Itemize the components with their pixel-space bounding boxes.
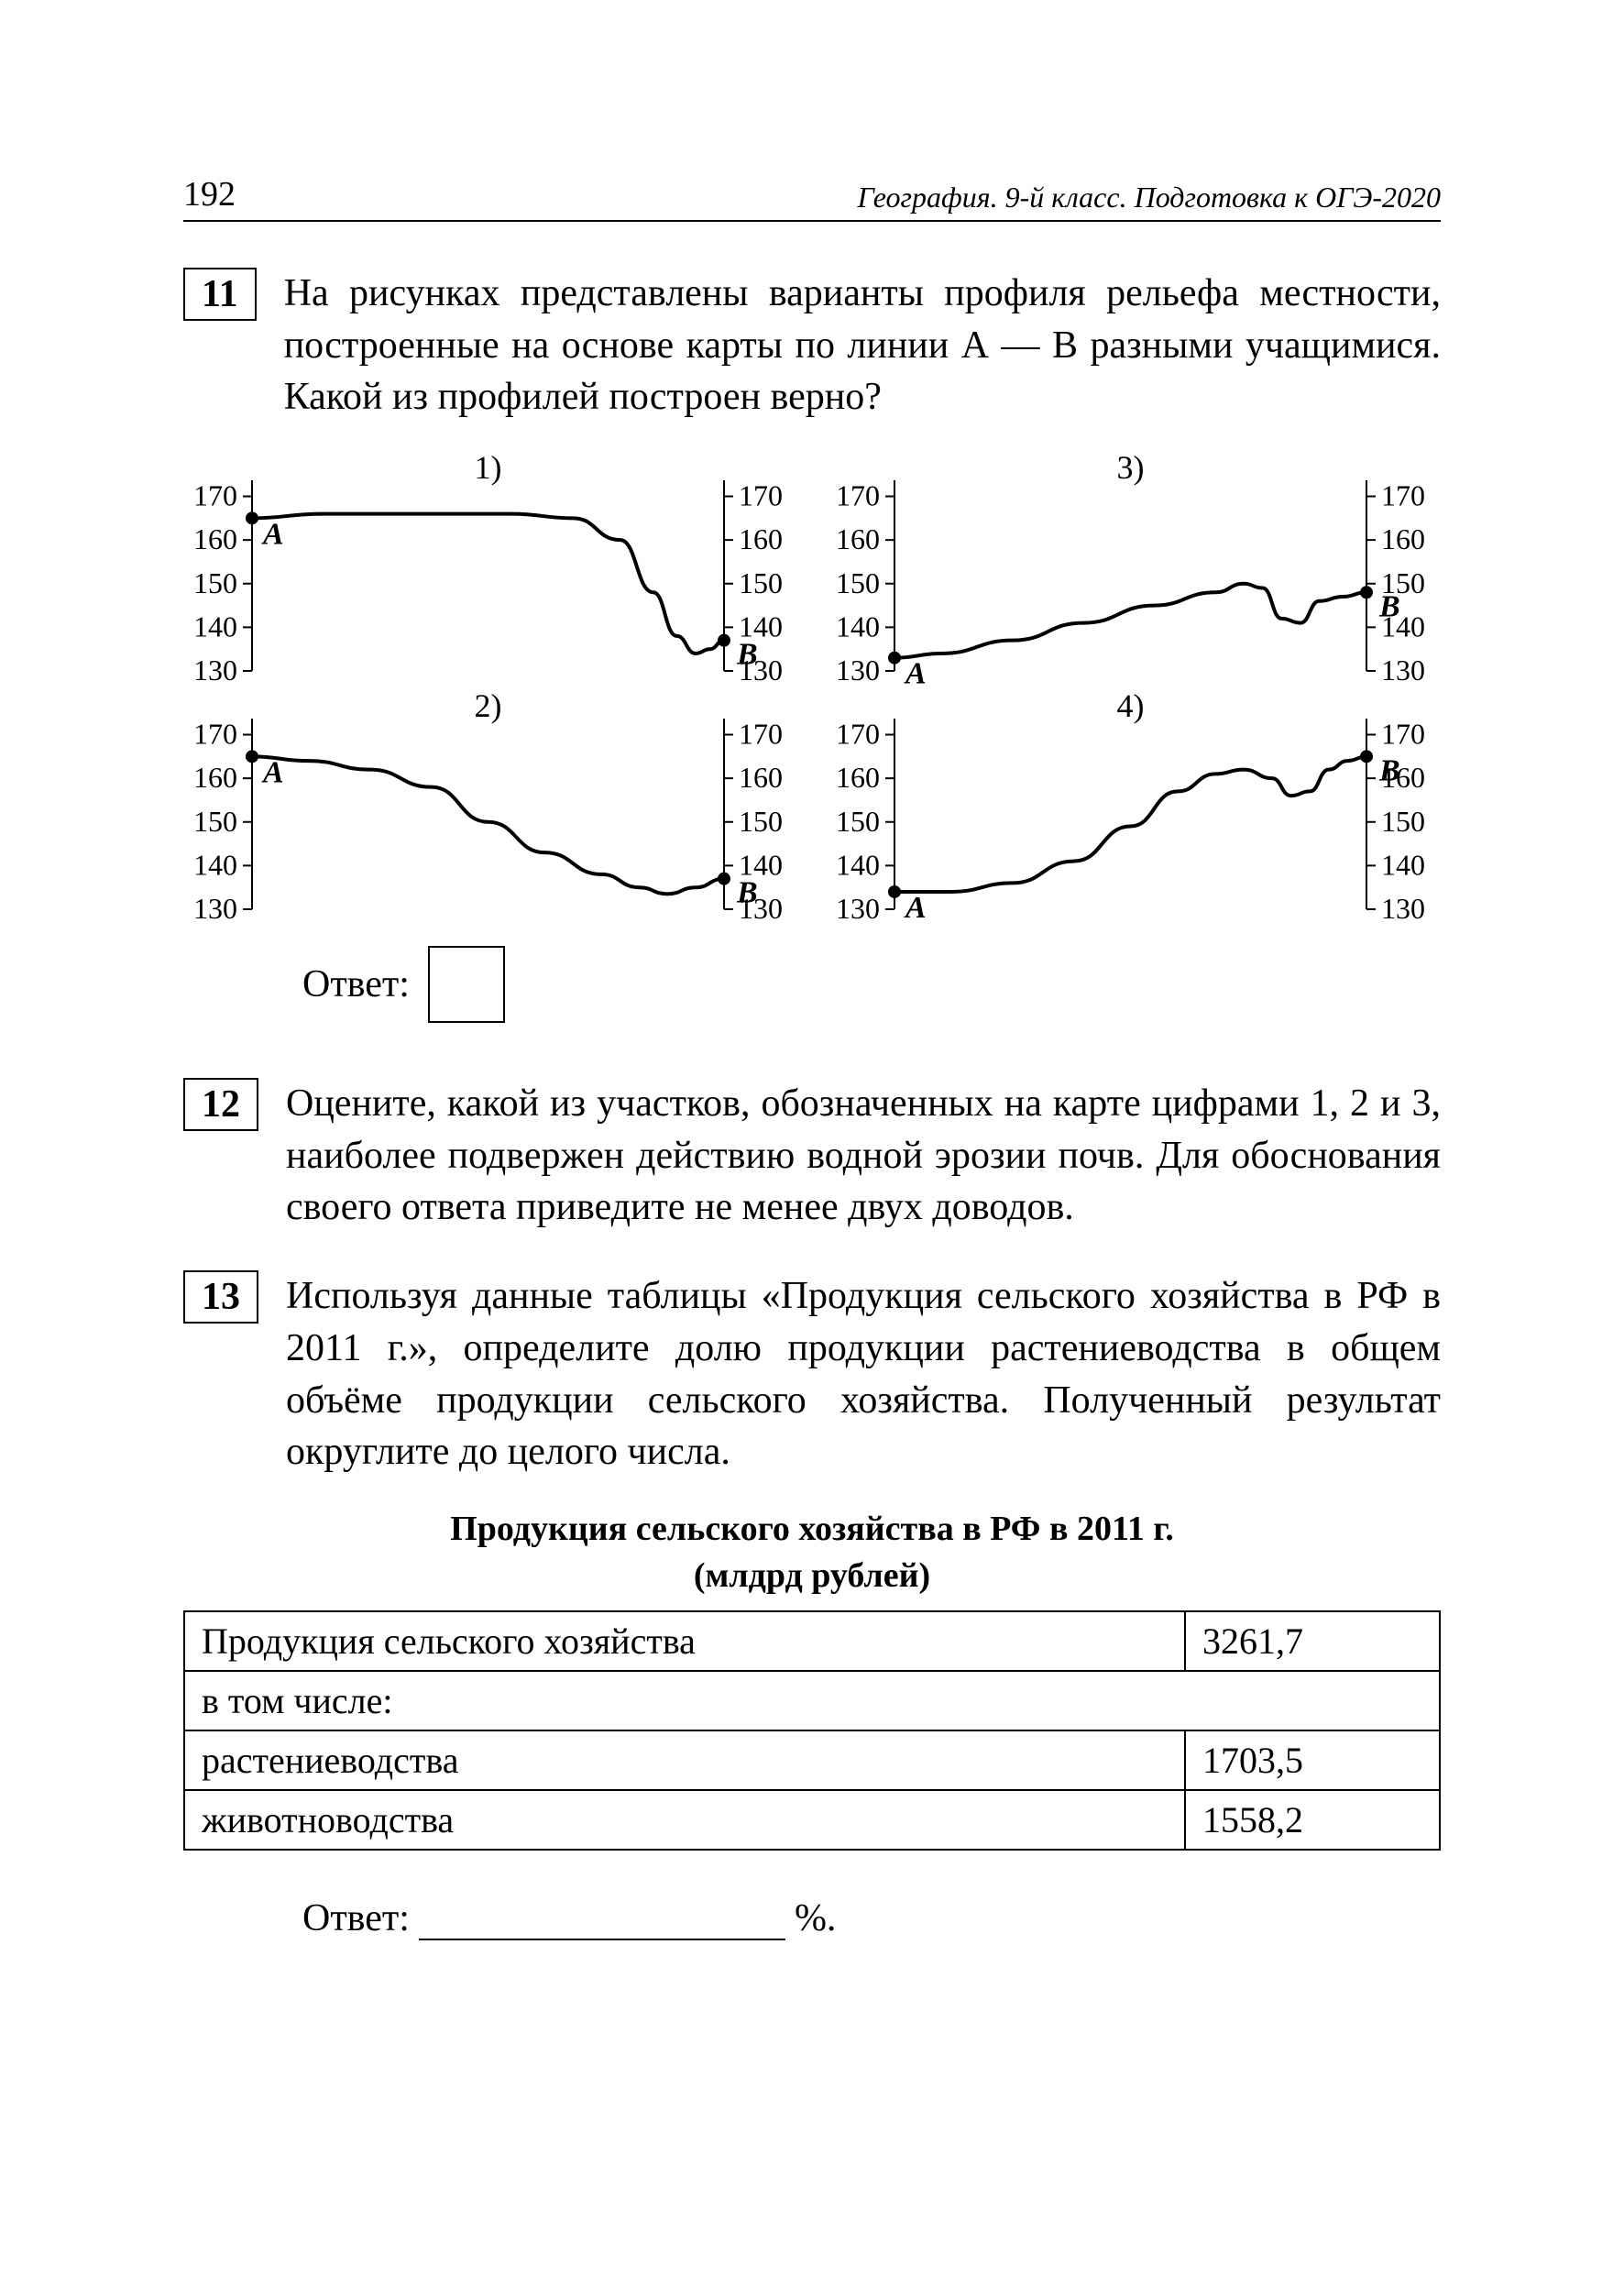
table-cell-label: растениеводства bbox=[184, 1730, 1185, 1790]
chart-panel-2: 1301301401401501501601601701702)AB bbox=[183, 689, 798, 928]
svg-text:170: 170 bbox=[836, 718, 880, 751]
svg-text:170: 170 bbox=[836, 479, 880, 512]
question-13: 13 Используя данные таблицы «Продукция с… bbox=[183, 1270, 1441, 1478]
profile-chart: 1301301401401501501601601701703)AB bbox=[826, 451, 1435, 689]
question-text-11: На рисунках представлены варианты профил… bbox=[284, 268, 1441, 423]
answer-label-11: Ответ: bbox=[302, 962, 410, 1006]
svg-text:170: 170 bbox=[1381, 718, 1425, 751]
svg-text:B: B bbox=[1378, 753, 1400, 787]
svg-text:130: 130 bbox=[1381, 892, 1425, 925]
chart-panel-4: 1301301401401501501601601701704)AB bbox=[826, 689, 1441, 928]
svg-text:130: 130 bbox=[193, 654, 237, 687]
svg-text:170: 170 bbox=[193, 479, 237, 512]
svg-text:150: 150 bbox=[193, 805, 237, 838]
answer-box-11[interactable] bbox=[428, 946, 505, 1023]
svg-text:140: 140 bbox=[836, 610, 880, 643]
chart-panel-1: 1301301401401501501601601701701)AB bbox=[183, 451, 798, 689]
profile-chart: 1301301401401501501601601701701)AB bbox=[183, 451, 793, 689]
table-title: Продукция сельского хозяйства в РФ в 201… bbox=[183, 1506, 1441, 1600]
svg-text:170: 170 bbox=[193, 718, 237, 751]
svg-text:140: 140 bbox=[836, 848, 880, 881]
svg-text:150: 150 bbox=[739, 566, 783, 599]
question-12: 12 Оцените, какой из участков, обозначен… bbox=[183, 1078, 1441, 1234]
svg-text:130: 130 bbox=[836, 892, 880, 925]
question-text-12: Оцените, какой из участков, обозначенных… bbox=[286, 1078, 1441, 1234]
page-number: 192 bbox=[183, 174, 236, 214]
table-row: в том числе: bbox=[184, 1671, 1440, 1730]
percent-label: %. bbox=[795, 1896, 837, 1940]
profile-chart: 1301301401401501501601601701704)AB bbox=[826, 689, 1435, 928]
svg-text:130: 130 bbox=[836, 654, 880, 687]
svg-text:160: 160 bbox=[739, 761, 783, 794]
table-cell-label: Продукция сельского хозяйства bbox=[184, 1611, 1185, 1671]
answer-row-13: Ответ: %. bbox=[302, 1896, 1441, 1940]
svg-text:1): 1) bbox=[475, 451, 502, 486]
svg-text:150: 150 bbox=[1381, 805, 1425, 838]
svg-text:B: B bbox=[736, 638, 758, 672]
svg-text:150: 150 bbox=[836, 805, 880, 838]
svg-text:150: 150 bbox=[836, 566, 880, 599]
svg-text:A: A bbox=[904, 657, 927, 689]
svg-text:170: 170 bbox=[739, 479, 783, 512]
question-number-13: 13 bbox=[183, 1270, 258, 1324]
answer-label-13: Ответ: bbox=[302, 1896, 410, 1940]
question-number-12: 12 bbox=[183, 1078, 258, 1131]
svg-text:160: 160 bbox=[193, 522, 237, 555]
svg-text:160: 160 bbox=[193, 761, 237, 794]
question-text-13: Используя данные таблицы «Продукция сель… bbox=[286, 1270, 1441, 1478]
table-title-line2: (млдрд рублей) bbox=[694, 1556, 930, 1595]
question-number-11: 11 bbox=[183, 268, 257, 321]
svg-text:150: 150 bbox=[193, 566, 237, 599]
svg-text:2): 2) bbox=[475, 689, 502, 724]
svg-text:130: 130 bbox=[1381, 654, 1425, 687]
answer-row-11: Ответ: bbox=[302, 946, 1441, 1023]
svg-text:3): 3) bbox=[1117, 451, 1145, 486]
header-title: География. 9-й класс. Подготовка к ОГЭ-2… bbox=[857, 181, 1441, 214]
table-cell-label: в том числе: bbox=[184, 1671, 1440, 1730]
charts-grid: 130 130 140 140 150 150 160 160 170 170 1) A B 130 13… bbox=[183, 451, 1441, 928]
page: 192 География. 9-й класс. Подготовка к О… bbox=[0, 0, 1624, 2274]
svg-text:A: A bbox=[261, 755, 284, 789]
svg-text:170: 170 bbox=[739, 718, 783, 751]
svg-text:150: 150 bbox=[739, 805, 783, 838]
svg-text:160: 160 bbox=[836, 522, 880, 555]
svg-text:160: 160 bbox=[836, 761, 880, 794]
svg-text:140: 140 bbox=[1381, 848, 1425, 881]
table-cell-value: 1703,5 bbox=[1185, 1730, 1440, 1790]
table-cell-value: 1558,2 bbox=[1185, 1790, 1440, 1850]
svg-text:170: 170 bbox=[1381, 479, 1425, 512]
answer-underline-13[interactable] bbox=[419, 1939, 785, 1940]
table-cell-label: животноводства bbox=[184, 1790, 1185, 1850]
svg-text:160: 160 bbox=[1381, 522, 1425, 555]
question-11: 11 На рисунках представлены варианты про… bbox=[183, 268, 1441, 423]
page-header: 192 География. 9-й класс. Подготовка к О… bbox=[183, 174, 1441, 222]
svg-text:140: 140 bbox=[193, 848, 237, 881]
svg-text:B: B bbox=[736, 876, 758, 910]
table-row: животноводства1558,2 bbox=[184, 1790, 1440, 1850]
svg-text:4): 4) bbox=[1117, 689, 1145, 724]
svg-text:B: B bbox=[1378, 589, 1400, 623]
table-row: растениеводства1703,5 bbox=[184, 1730, 1440, 1790]
svg-text:A: A bbox=[904, 891, 927, 925]
profile-chart: 1301301401401501501601601701702)AB bbox=[183, 689, 793, 928]
chart-panel-3: 1301301401401501501601601701703)AB bbox=[826, 451, 1441, 689]
svg-text:140: 140 bbox=[193, 610, 237, 643]
svg-text:A: A bbox=[261, 517, 284, 551]
svg-text:160: 160 bbox=[739, 522, 783, 555]
table-title-line1: Продукция сельского хозяйства в РФ в 201… bbox=[450, 1510, 1174, 1548]
table-cell-value: 3261,7 bbox=[1185, 1611, 1440, 1671]
data-table: Продукция сельского хозяйства3261,7в том… bbox=[183, 1610, 1441, 1851]
table-row: Продукция сельского хозяйства3261,7 bbox=[184, 1611, 1440, 1671]
svg-text:130: 130 bbox=[193, 892, 237, 925]
